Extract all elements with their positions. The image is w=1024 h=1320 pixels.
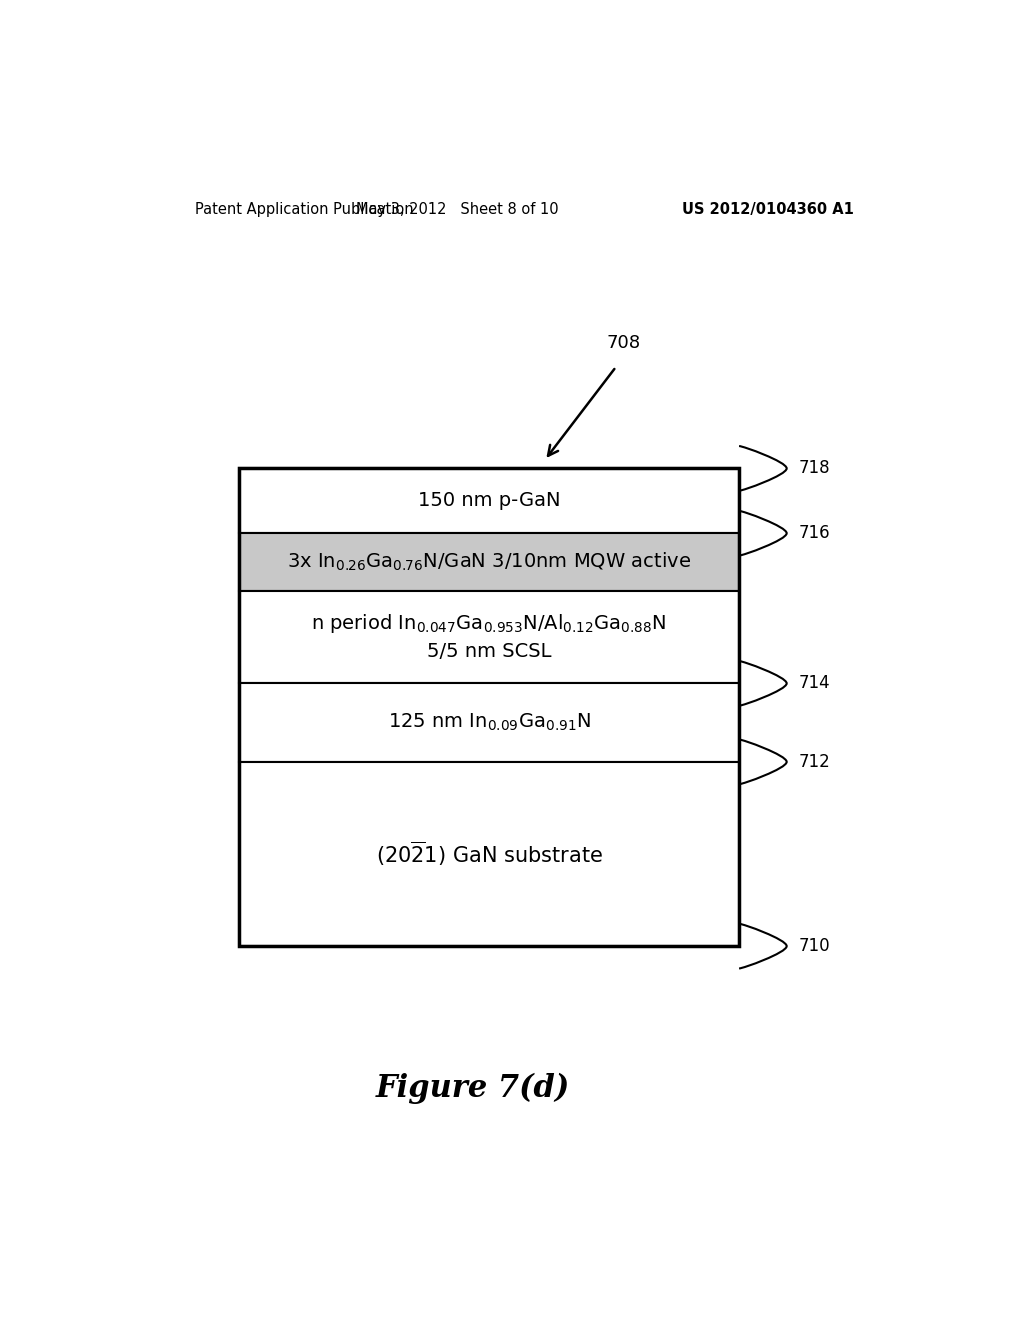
Text: 3x In$_{0.26}$Ga$_{0.76}$N/GaN 3/10nm MQW active: 3x In$_{0.26}$Ga$_{0.76}$N/GaN 3/10nm MQ… [287, 550, 691, 573]
Text: 708: 708 [607, 334, 641, 351]
Bar [240, 591, 739, 684]
Text: n period In$_{0.047}$Ga$_{0.953}$N/Al$_{0.12}$Ga$_{0.88}$N: n period In$_{0.047}$Ga$_{0.953}$N/Al$_{… [311, 612, 667, 635]
Bar [240, 469, 739, 946]
Text: 125 nm In$_{0.09}$Ga$_{0.91}$N: 125 nm In$_{0.09}$Ga$_{0.91}$N [387, 711, 591, 734]
Text: (20$\overline{2}$1) GaN substrate: (20$\overline{2}$1) GaN substrate [376, 840, 602, 869]
Bar [240, 469, 739, 533]
Text: US 2012/0104360 A1: US 2012/0104360 A1 [682, 202, 854, 216]
Bar [240, 762, 739, 946]
Bar [240, 533, 739, 591]
Bar [240, 684, 739, 762]
Text: May 3, 2012   Sheet 8 of 10: May 3, 2012 Sheet 8 of 10 [356, 202, 559, 216]
Text: 710: 710 [799, 937, 830, 956]
Text: 716: 716 [799, 524, 830, 543]
Text: Figure 7(d): Figure 7(d) [376, 1073, 570, 1104]
Text: 718: 718 [799, 459, 830, 478]
Text: 712: 712 [799, 752, 830, 771]
Text: 714: 714 [799, 675, 830, 693]
Text: Patent Application Publication: Patent Application Publication [196, 202, 414, 216]
Text: 150 nm p-GaN: 150 nm p-GaN [418, 491, 560, 511]
Text: 5/5 nm SCSL: 5/5 nm SCSL [427, 642, 551, 660]
